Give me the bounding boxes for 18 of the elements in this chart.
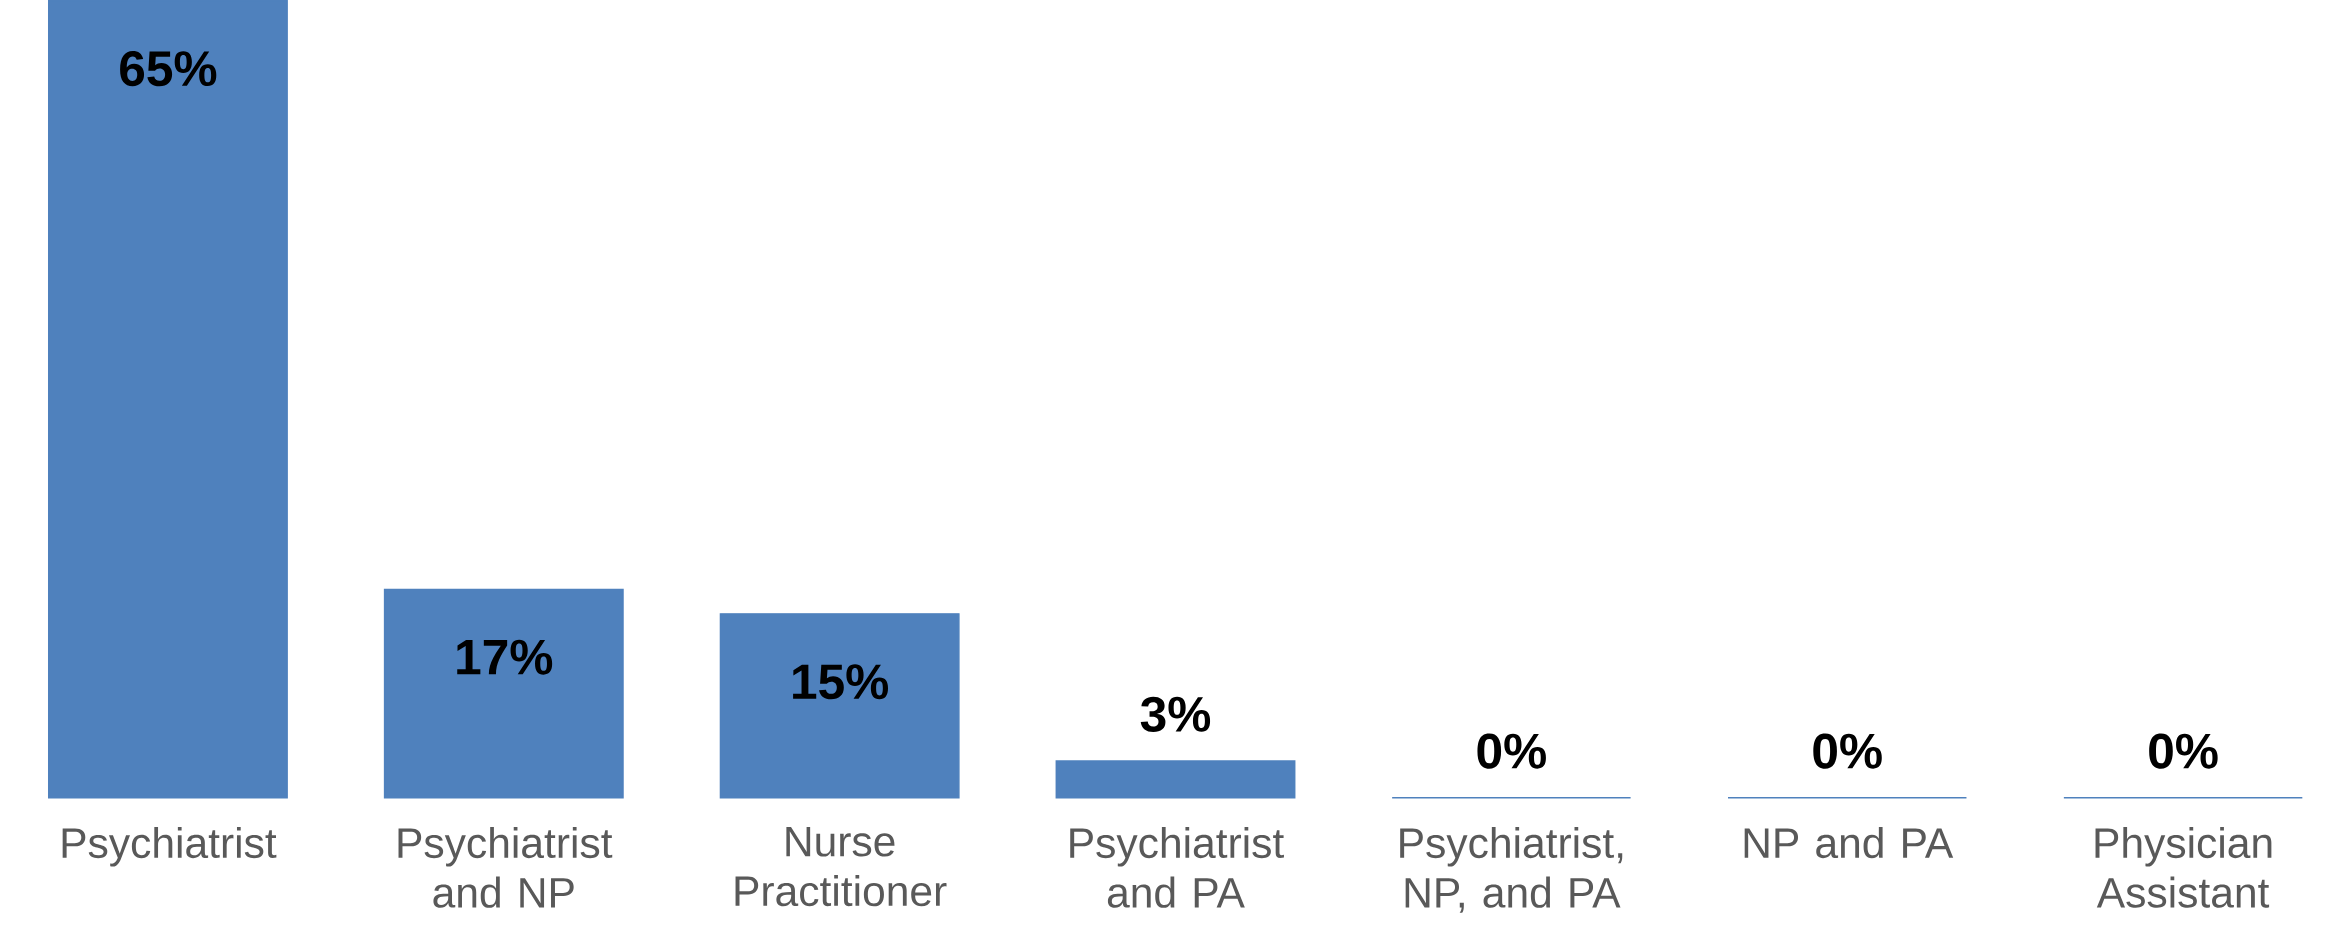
x-tick-label: Nurse Practitioner	[735, 826, 947, 907]
x-tick-label: Psychiatrist	[62, 826, 277, 867]
bar	[47, 0, 288, 799]
data-label: 65%	[120, 51, 217, 87]
bar	[1055, 760, 1296, 799]
bar	[383, 588, 624, 799]
data-label: 17%	[457, 639, 553, 675]
x-tick-label: Physician Assistant	[2095, 826, 2272, 908]
data-label: 0%	[1477, 733, 1546, 769]
bar	[719, 613, 960, 799]
data-label: 0%	[1813, 733, 1882, 769]
x-tick-label: Psychiatrist, NP, and PA	[1400, 826, 1623, 913]
x-tick-label: NP and PA	[1744, 826, 1954, 859]
x-tick-label: Psychiatrist and NP	[398, 826, 613, 908]
data-label: 0%	[2149, 733, 2218, 769]
data-label: 3%	[1140, 696, 1211, 732]
data-label: 15%	[793, 664, 889, 700]
x-tick-label: Psychiatrist and PA	[1070, 826, 1284, 908]
